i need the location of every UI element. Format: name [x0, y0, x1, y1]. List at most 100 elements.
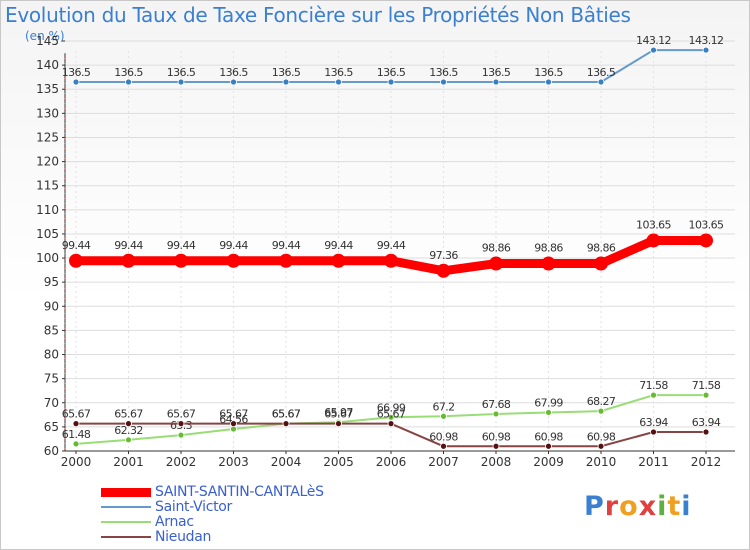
data-point	[492, 442, 500, 450]
data-point	[699, 233, 713, 248]
data-label: 98.86	[482, 242, 511, 255]
data-label: 67.68	[482, 398, 511, 411]
data-point	[384, 253, 398, 268]
data-label: 60.98	[482, 430, 511, 443]
chart-title: Evolution du Taux de Taxe Foncière sur l…	[5, 3, 631, 27]
data-label: 136.5	[167, 66, 196, 79]
y-tick-label: 95	[44, 275, 59, 289]
data-point	[282, 420, 290, 428]
data-point	[177, 78, 185, 86]
x-tick-label: 2011	[638, 455, 669, 469]
y-tick-label: 145	[36, 34, 59, 48]
data-point	[72, 420, 80, 428]
y-tick-label: 115	[36, 179, 59, 193]
data-point	[650, 391, 657, 399]
y-tick-label: 60	[44, 444, 59, 458]
data-point	[492, 78, 500, 86]
y-tick-label: 125	[36, 130, 59, 144]
legend-label: Arnac	[155, 514, 194, 530]
y-tick-label: 70	[44, 396, 59, 410]
y-tick-label: 90	[44, 299, 59, 313]
data-label: 67.99	[534, 396, 563, 409]
data-label: 99.44	[272, 239, 301, 252]
x-tick-label: 2005	[323, 455, 354, 469]
data-label: 136.5	[272, 66, 301, 79]
y-tick-label: 140	[36, 58, 59, 72]
data-label: 65.67	[272, 408, 301, 421]
data-label: 97.36	[429, 249, 458, 262]
data-point	[440, 78, 447, 86]
data-label: 143.12	[689, 34, 724, 47]
data-label: 71.58	[692, 379, 721, 392]
data-label: 71.58	[639, 379, 668, 392]
y-tick-label: 75	[44, 372, 59, 386]
data-point	[702, 46, 710, 54]
data-label: 99.44	[167, 239, 196, 252]
data-point	[72, 440, 80, 448]
data-point	[282, 78, 290, 86]
legend-label: Nieudan	[155, 529, 212, 545]
legend-swatch	[101, 506, 151, 508]
x-tick-label: 2012	[691, 455, 722, 469]
y-tick-label: 130	[36, 106, 59, 120]
data-label: 65.67	[62, 408, 91, 421]
data-point	[331, 253, 346, 268]
data-label: 143.12	[636, 34, 671, 47]
data-label: 68.27	[587, 395, 616, 408]
data-point	[440, 442, 447, 450]
data-point	[650, 428, 657, 436]
data-point	[230, 420, 237, 428]
data-point	[489, 256, 503, 271]
data-label: 136.5	[429, 66, 458, 79]
data-point	[226, 253, 241, 268]
data-point	[440, 412, 447, 420]
data-point	[594, 256, 608, 271]
y-tick-label: 135	[36, 82, 59, 96]
x-tick-label: 2008	[481, 455, 512, 469]
data-point	[545, 442, 552, 450]
data-point	[177, 431, 185, 439]
data-label: 136.5	[534, 66, 563, 79]
data-label: 99.44	[324, 239, 353, 252]
data-point	[492, 410, 500, 418]
data-point	[121, 253, 136, 268]
data-point	[387, 420, 395, 428]
data-label: 60.98	[534, 430, 563, 443]
data-label: 65.67	[324, 408, 353, 421]
data-label: 65.97	[324, 406, 353, 419]
data-label: 99.44	[219, 239, 248, 252]
y-tick-label: 100	[36, 251, 59, 265]
y-tick-label: 105	[36, 227, 59, 241]
x-tick-label: 2007	[428, 455, 459, 469]
data-point	[177, 420, 185, 428]
data-label: 136.5	[324, 66, 353, 79]
x-tick-label: 2001	[113, 455, 144, 469]
y-tick-label: 80	[44, 348, 59, 362]
data-label: 99.44	[377, 239, 406, 252]
data-point	[436, 263, 451, 278]
data-label: 136.5	[587, 66, 616, 79]
data-label: 65.67	[114, 408, 143, 421]
y-tick-label: 85	[44, 323, 59, 337]
data-point	[545, 409, 552, 416]
x-tick-label: 2009	[533, 455, 564, 469]
data-point	[702, 428, 710, 436]
data-label: 136.5	[114, 66, 143, 79]
data-label: 65.67	[219, 408, 248, 421]
x-tick-label: 2006	[376, 455, 407, 469]
data-label: 103.65	[689, 218, 724, 231]
data-point	[650, 46, 657, 54]
data-point	[72, 78, 80, 86]
chart-unit-label: (en %)	[25, 29, 65, 43]
x-tick-label: 2002	[166, 455, 197, 469]
data-point	[174, 253, 188, 268]
data-point	[545, 78, 552, 86]
legend-swatch	[101, 536, 151, 538]
legend-label: SAINT-SANTIN-CANTALèS	[155, 484, 324, 500]
data-label: 136.5	[377, 66, 406, 79]
data-label: 98.86	[534, 242, 563, 255]
data-label: 99.44	[62, 239, 91, 252]
y-tick-label: 110	[36, 203, 59, 217]
legend-swatch	[101, 487, 151, 497]
